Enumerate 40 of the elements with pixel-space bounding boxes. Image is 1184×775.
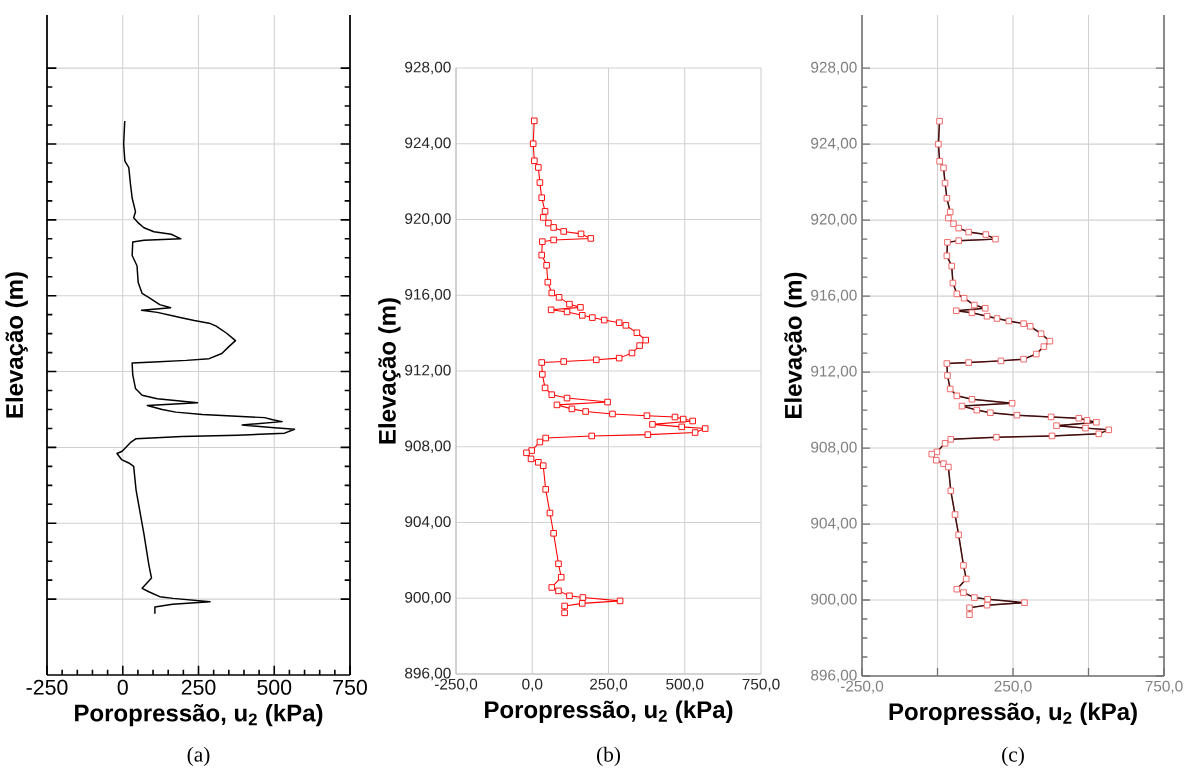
- y-tick-label: 908,00: [405, 440, 451, 454]
- x-axis-title: Poropressão, u$_{2}$ (kPa): [485, 700, 733, 723]
- x-tick-label: 250: [181, 679, 216, 695]
- y-tick-label: 916,00: [405, 288, 451, 302]
- y-axis-title: Elevação (m): [378, 298, 401, 444]
- y-tick-label: 920,00: [405, 213, 451, 226]
- x-tick-label: 0: [117, 679, 128, 695]
- y-tick-label: 916,00: [811, 289, 857, 303]
- x-tick-label: -250,0: [434, 678, 478, 692]
- y-tick-label: 912,00: [811, 365, 857, 379]
- y-tick-label: 920,00: [811, 213, 857, 227]
- text: (a): [187, 746, 210, 767]
- y-tick-label: 908,00: [811, 441, 857, 455]
- text: (b): [597, 746, 621, 767]
- y-tick-label: 928,00: [405, 61, 451, 75]
- y-axis-title: Elevação (m): [5, 272, 28, 418]
- x-tick-label: 750: [333, 679, 367, 695]
- y-tick-label: 900,00: [405, 591, 451, 605]
- x-tick-label: -250: [26, 679, 68, 695]
- y-tick-label: 924,00: [811, 137, 857, 151]
- x-tick-label: 750,0: [1145, 680, 1183, 694]
- x-tick-label: 500: [257, 679, 292, 695]
- y-tick-label: 928,00: [811, 61, 857, 75]
- x-tick-label: 500,0: [666, 678, 704, 692]
- y-tick-label: 896,00: [405, 667, 451, 681]
- y-tick-label: 904,00: [405, 516, 451, 529]
- x-tick-label: 250,0: [590, 678, 628, 692]
- y-tick-label: 900,00: [811, 593, 857, 607]
- y-tick-label: 924,00: [405, 137, 451, 151]
- x-tick-label: 0,0: [522, 678, 543, 692]
- x-tick-label: 750,0: [742, 678, 780, 692]
- y-tick-label: 904,00: [811, 517, 857, 531]
- text: (c): [1002, 746, 1024, 767]
- y-tick-label: 912,00: [405, 364, 451, 378]
- x-axis-title: Poropressão, u$_{2}$ (kPa): [889, 702, 1137, 725]
- y-tick-label: 896,00: [811, 669, 857, 683]
- x-tick-label: 250,0: [994, 680, 1032, 694]
- x-tick-label: -250,0: [840, 680, 884, 694]
- y-axis-title: Elevação (m): [784, 272, 807, 418]
- x-axis-title: Poropressão, u$_{2}$ (kPa): [75, 703, 323, 727]
